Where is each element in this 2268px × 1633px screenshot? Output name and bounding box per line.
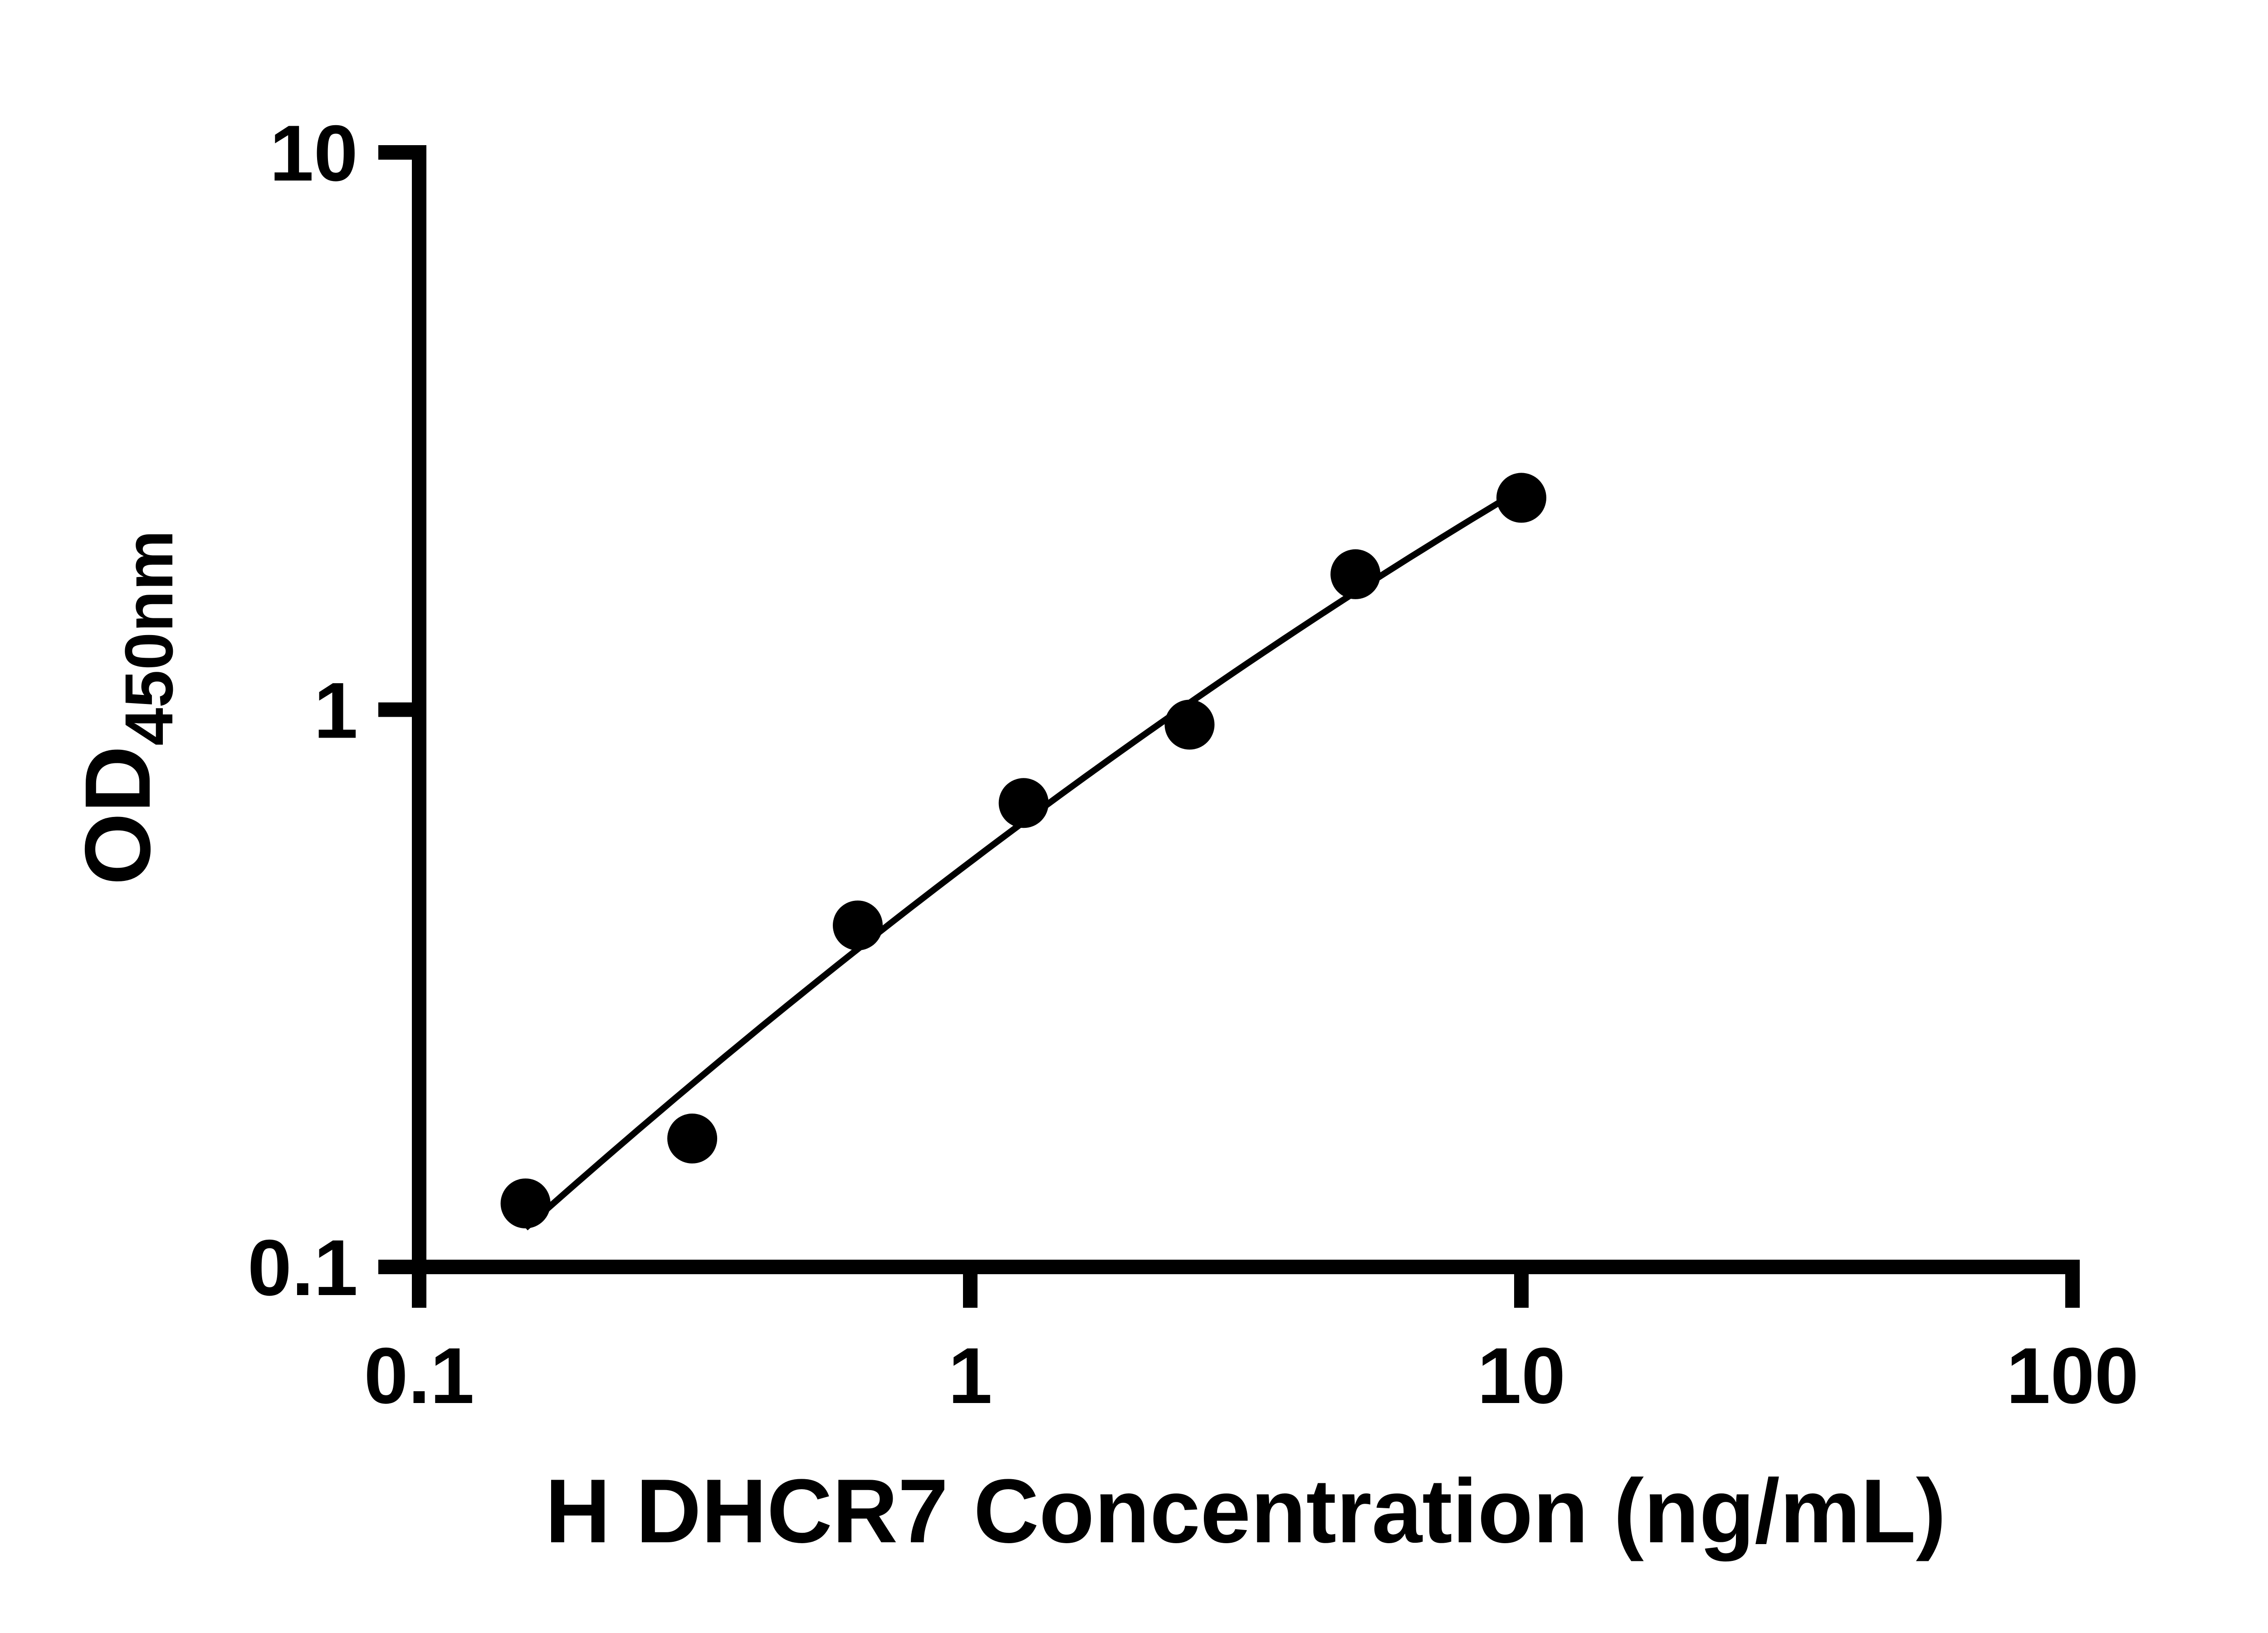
data-point bbox=[500, 1178, 551, 1228]
y-tick-label: 10 bbox=[269, 109, 358, 198]
x-axis-title: H DHCR7 Concentration (ng/mL) bbox=[545, 1461, 1946, 1562]
y-axis-title-main: OD bbox=[66, 746, 170, 885]
x-tick-label: 1 bbox=[948, 1332, 992, 1420]
fit-curve bbox=[523, 486, 1523, 1231]
x-tick-label: 10 bbox=[1477, 1332, 1566, 1420]
data-point bbox=[998, 778, 1049, 828]
y-tick-label: 0.1 bbox=[248, 1224, 358, 1312]
data-point bbox=[833, 900, 883, 951]
y-tick-label: 1 bbox=[314, 667, 358, 755]
x-tick-label: 0.1 bbox=[364, 1332, 474, 1420]
data-point bbox=[667, 1113, 718, 1164]
plot-area: 0.1 1 10 100 0.1 1 10 bbox=[248, 109, 2139, 1420]
x-tick-label: 100 bbox=[2006, 1332, 2139, 1420]
data-point bbox=[1164, 699, 1215, 750]
y-axis-title-subscript: 450nm bbox=[111, 530, 187, 746]
data-point bbox=[1330, 549, 1381, 599]
y-axis-title: OD450nm bbox=[66, 530, 187, 885]
data-point bbox=[1496, 473, 1546, 523]
